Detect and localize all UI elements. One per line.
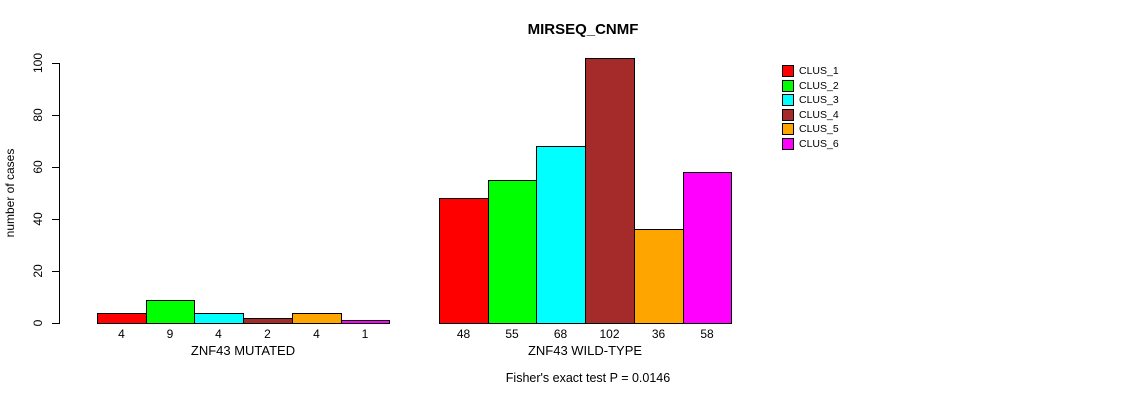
legend-swatch-clus_6 [782, 138, 794, 150]
legend-swatch-clus_1 [782, 65, 794, 77]
bar-clus_6 [341, 320, 390, 324]
x-group-label: ZNF43 WILD-TYPE [527, 343, 643, 358]
y-axis-tick-label: 100 [31, 52, 45, 74]
legend-swatch-clus_3 [782, 94, 794, 106]
legend-item: CLUS_3 [782, 94, 839, 106]
legend-swatch-clus_5 [782, 123, 794, 135]
y-axis-tick-label: 60 [31, 160, 45, 174]
bar-clus_5 [634, 229, 684, 324]
y-axis-tick [52, 63, 59, 64]
y-axis-tick [52, 271, 59, 272]
bar-value-label: 2 [264, 327, 271, 341]
bar-value-label: 9 [166, 327, 174, 341]
bar-value-label: 4 [118, 327, 125, 341]
bar-value-label: 55 [505, 327, 519, 341]
chart-title: MIRSEQ_CNMF [527, 21, 639, 38]
y-axis-tick-label: 0 [31, 319, 45, 327]
bar-value-label: 36 [651, 327, 666, 341]
y-axis-tick-label: 80 [31, 108, 45, 122]
legend-label: CLUS_5 [799, 123, 839, 135]
bar-value-label: 102 [599, 327, 620, 341]
y-axis-tick-label: 40 [31, 212, 45, 226]
y-axis-tick [52, 219, 59, 220]
bar-value-label: 4 [313, 327, 320, 341]
legend-label: CLUS_1 [799, 65, 839, 77]
bar-clus_4 [243, 318, 293, 324]
legend-swatch-clus_4 [782, 109, 794, 121]
bar-clus_5 [292, 313, 342, 324]
y-axis-tick [52, 115, 59, 116]
legend-label: CLUS_4 [799, 109, 839, 121]
legend-label: CLUS_3 [799, 94, 839, 106]
bar-clus_6 [683, 172, 732, 324]
bar-clus_3 [536, 146, 586, 324]
bar-value-label: 68 [553, 327, 568, 341]
bar-value-label: 58 [700, 327, 714, 341]
bar-value-label: 4 [215, 327, 222, 341]
bar-clus_2 [146, 300, 195, 324]
bar-clus_4 [585, 58, 635, 324]
bar-clus_3 [194, 313, 244, 324]
legend-item: CLUS_4 [782, 109, 839, 121]
y-axis-tick [52, 167, 59, 168]
bar-value-label: 48 [456, 327, 471, 341]
bar-clus_1 [439, 198, 489, 324]
legend-item: CLUS_1 [782, 65, 839, 77]
legend-item: CLUS_6 [782, 138, 839, 150]
legend-item: CLUS_2 [782, 80, 839, 92]
legend-label: CLUS_6 [799, 138, 839, 150]
bar-clus_1 [97, 313, 147, 324]
y-axis-line [59, 63, 60, 324]
legend-item: CLUS_5 [782, 123, 839, 135]
y-axis-tick [52, 323, 59, 324]
legend-swatch-clus_2 [782, 80, 794, 92]
bar-value-label: 1 [361, 327, 369, 341]
y-axis-tick-label: 20 [31, 264, 45, 278]
legend-label: CLUS_2 [799, 80, 839, 92]
y-axis-title: number of cases [3, 148, 17, 238]
x-group-label: ZNF43 MUTATED [190, 343, 296, 358]
stat-test-footnote: Fisher's exact test P = 0.0146 [505, 371, 671, 385]
bar-clus_2 [488, 180, 537, 324]
